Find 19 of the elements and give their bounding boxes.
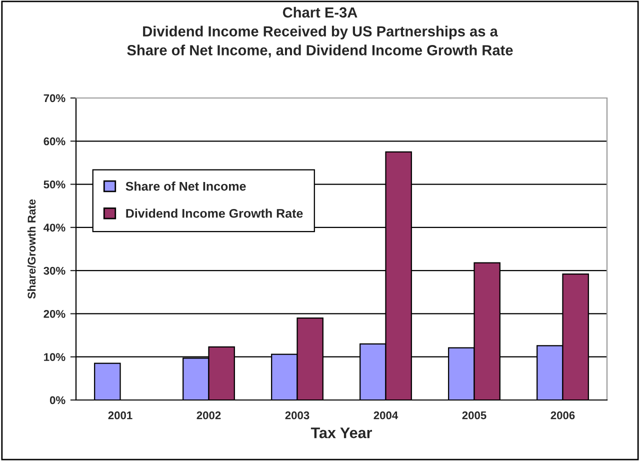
y-tick-label: 70% xyxy=(44,94,66,102)
y-tick-label: 10% xyxy=(44,353,66,361)
x-tick-label: 2001 xyxy=(108,411,132,420)
chart-title: Chart E-3A Dividend Income Received by US Partnerships as a Share of Net Income, and Dividend Income Growth Rate xyxy=(127,6,513,58)
x-tick-label: 2006 xyxy=(550,411,575,420)
y-axis-title: Share/Growth Rate xyxy=(27,199,36,299)
x-tick-label: 2004 xyxy=(374,411,398,420)
x-tick-label: 2002 xyxy=(196,411,221,420)
legend-label: Share of Net Income xyxy=(126,182,246,191)
legend-label: Dividend Income Growth Rate xyxy=(126,208,303,218)
y-tick-label: 0% xyxy=(50,396,66,404)
y-tick-label: 20% xyxy=(44,310,66,318)
y-tick-label: 40% xyxy=(44,224,66,232)
y-tick-label: 30% xyxy=(44,266,66,275)
x-tick-label: 2003 xyxy=(285,411,310,420)
x-tick-label: 2005 xyxy=(462,411,486,420)
x-axis-title: Tax Year xyxy=(310,428,372,438)
y-tick-label: 60% xyxy=(44,137,66,146)
y-tick-label: 50% xyxy=(44,180,66,188)
